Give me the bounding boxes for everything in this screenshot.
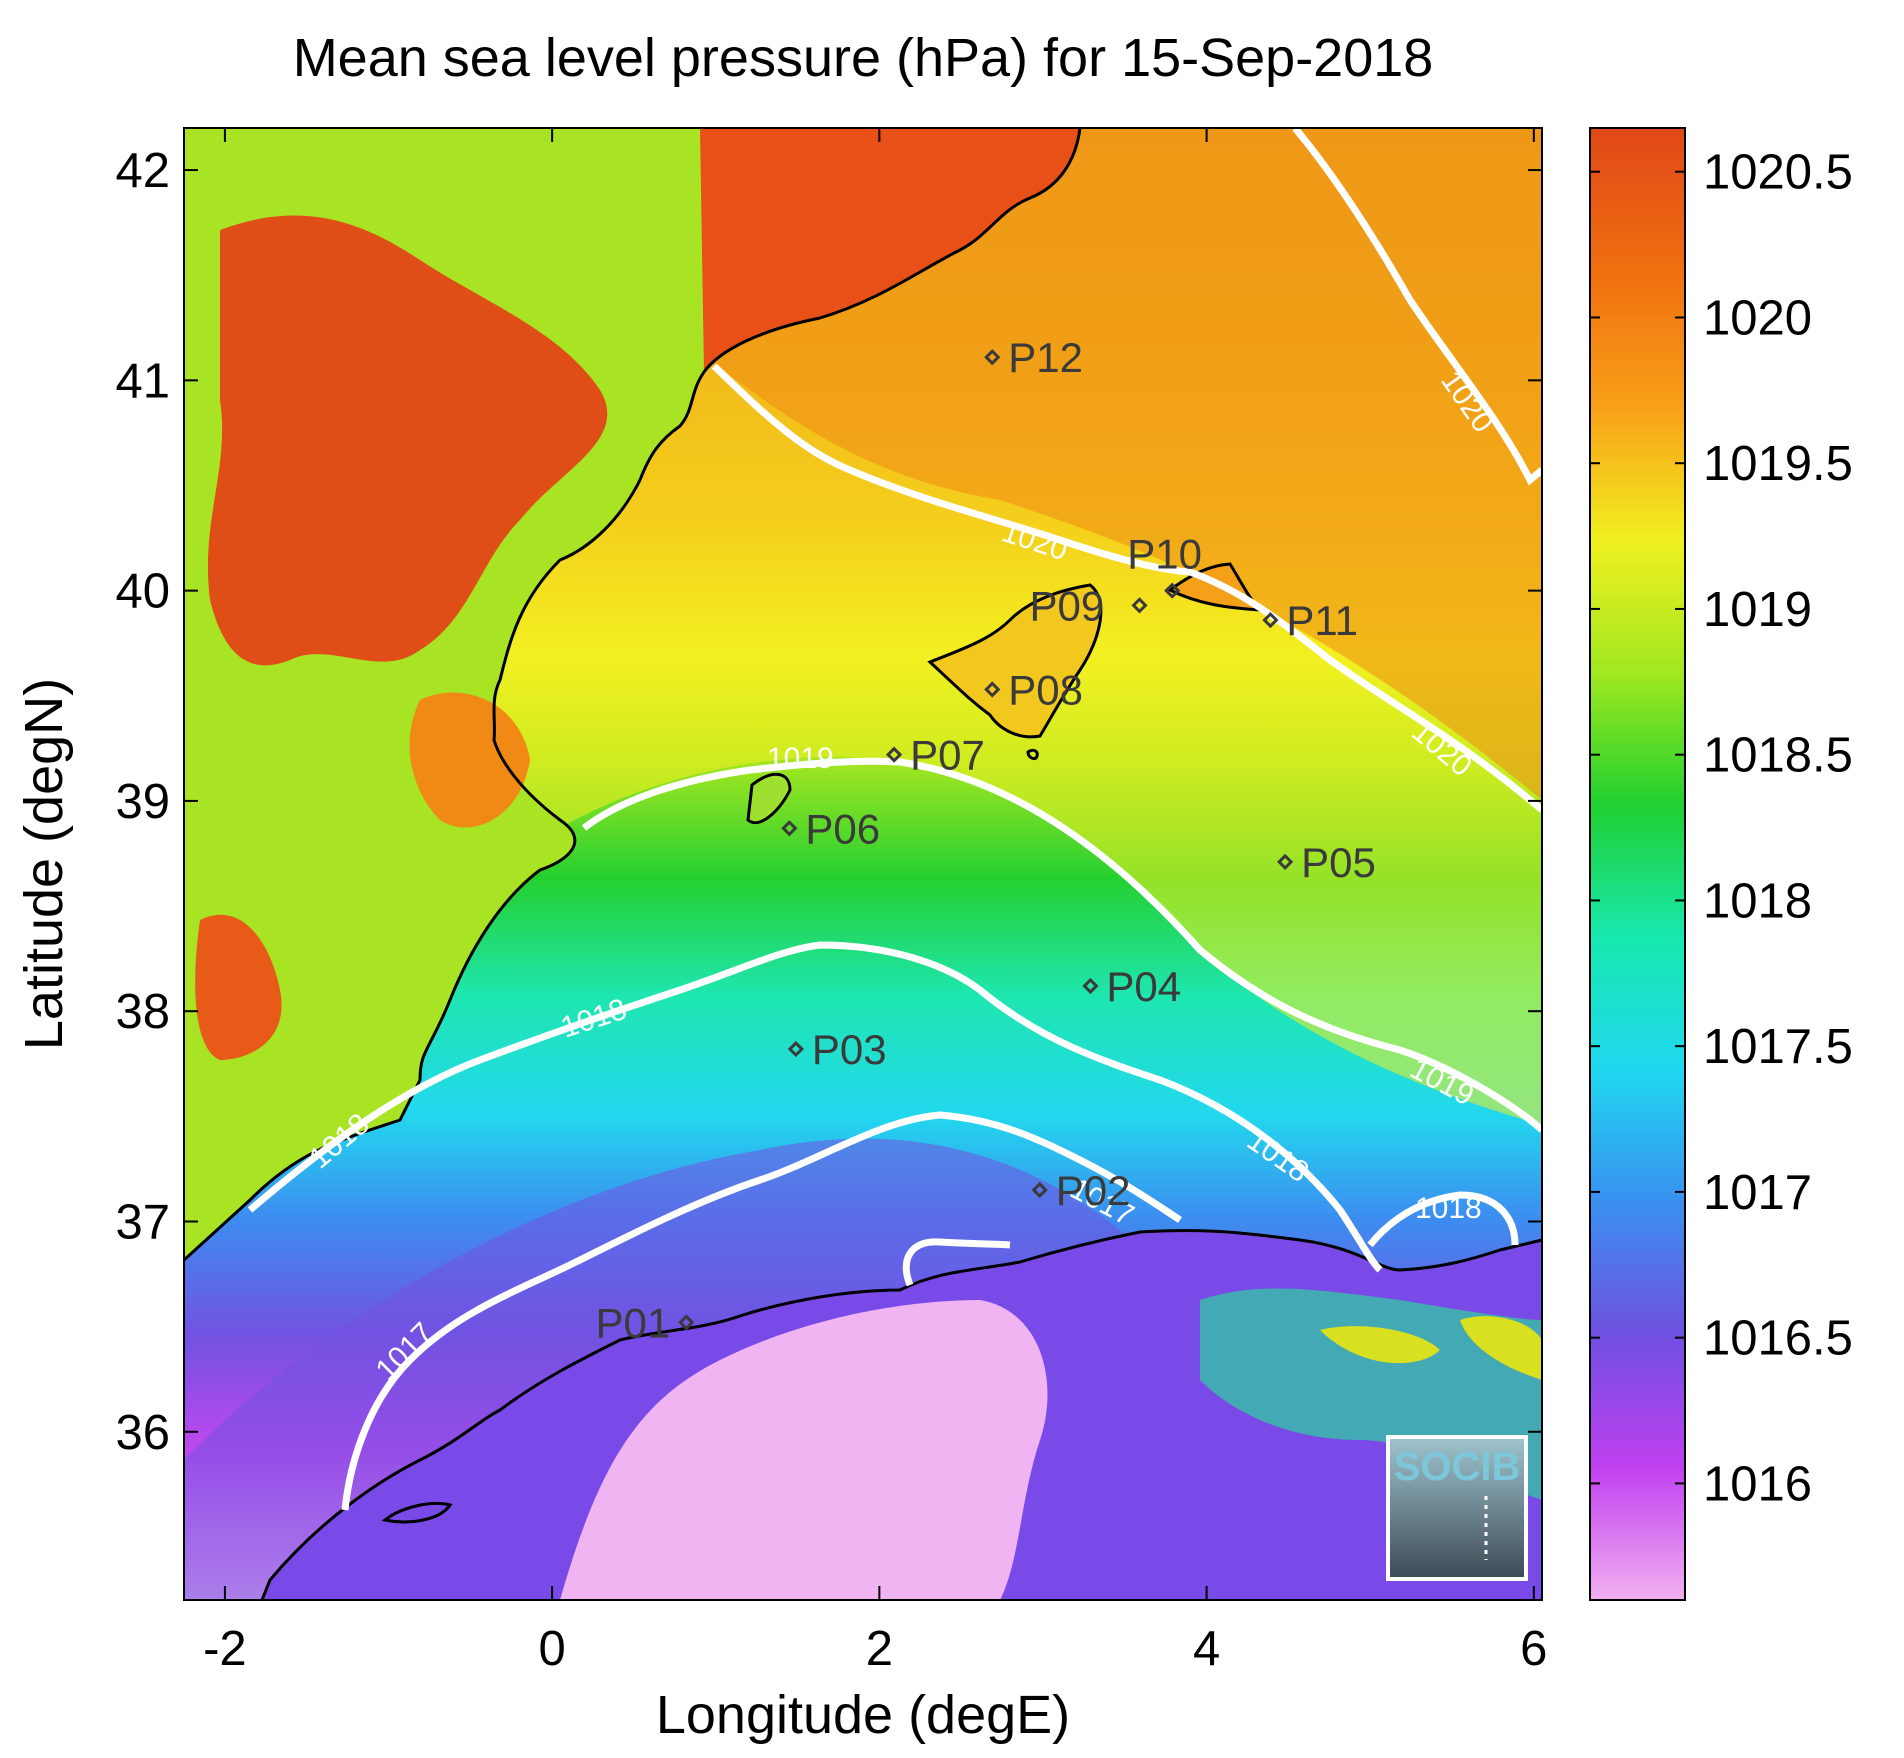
ibiza-island bbox=[748, 774, 790, 823]
y-tick-label: 41 bbox=[115, 354, 170, 408]
atlas-lowland bbox=[560, 1300, 1048, 1600]
atlas-yellow-spots bbox=[1320, 1316, 1542, 1380]
station-label-p09: P09 bbox=[1030, 582, 1105, 629]
station-label-p06: P06 bbox=[805, 805, 880, 852]
y-axis-label: Latitude (degN) bbox=[14, 678, 74, 1050]
y-tick-label: 37 bbox=[115, 1195, 170, 1249]
isobar-1018-main bbox=[247, 941, 1383, 1273]
plot-frame bbox=[183, 127, 1543, 1601]
isobar-1020-south bbox=[711, 363, 1542, 813]
x-tick-label: 0 bbox=[538, 1622, 565, 1676]
y-tick-label: 42 bbox=[115, 144, 170, 198]
isobar-1020-north bbox=[1292, 128, 1542, 486]
station-marker-p11 bbox=[1262, 611, 1279, 629]
station-label-p04: P04 bbox=[1106, 963, 1181, 1010]
isobar-1018-east bbox=[1367, 1191, 1519, 1248]
colorbar-tick-label: 1018.5 bbox=[1703, 729, 1853, 783]
socib-logo: SOCIB bbox=[1386, 1435, 1528, 1581]
cabrera-coastline bbox=[1026, 748, 1039, 760]
menorca-coastline bbox=[1167, 562, 1264, 612]
contour-label-1019-a: 1019 bbox=[767, 742, 834, 775]
iberia-highlands-2 bbox=[195, 914, 282, 1060]
station-marker-p09 bbox=[1131, 597, 1148, 614]
socib-logo-box bbox=[1386, 1435, 1528, 1581]
x-axis-label: Longitude (degE) bbox=[656, 1685, 1070, 1745]
stations-layer: P01 P02 P03 P04 P05 P06 P07 P08 P09 P10 P11 P12 bbox=[596, 334, 1376, 1346]
x-tick-label: -2 bbox=[203, 1622, 247, 1676]
station-marker-p03 bbox=[787, 1040, 805, 1058]
station-label-p02: P02 bbox=[1056, 1167, 1131, 1214]
station-label-p03: P03 bbox=[812, 1026, 887, 1073]
x-tick-label: 2 bbox=[866, 1622, 893, 1676]
ibiza-coastline bbox=[746, 772, 792, 825]
station-marker-p07 bbox=[885, 746, 903, 763]
x-axis-ticks: -2 0 2 4 6 bbox=[203, 128, 1547, 1676]
station-marker-p01 bbox=[678, 1314, 695, 1331]
pressure-field-highest bbox=[710, 128, 1542, 800]
station-marker-p04 bbox=[1082, 977, 1099, 995]
colorbar-tick-label: 1016 bbox=[1703, 1457, 1812, 1511]
colorbar-tick-label: 1019.5 bbox=[1703, 437, 1853, 491]
africa-coastline bbox=[260, 1228, 1542, 1600]
colorbar-tick-label: 1020 bbox=[1703, 291, 1812, 345]
colorbar-tick-label: 1019 bbox=[1703, 583, 1812, 637]
x-tick-label: 6 bbox=[1520, 1622, 1547, 1676]
isobar-1016-loop bbox=[902, 1238, 1011, 1287]
isobars bbox=[247, 128, 1542, 1511]
y-tick-label: 36 bbox=[115, 1406, 170, 1460]
mallorca-coastline bbox=[927, 583, 1103, 739]
socib-logo-text: SOCIB bbox=[1394, 1445, 1521, 1489]
station-label-p05: P05 bbox=[1301, 839, 1376, 886]
chart-title: Mean sea level pressure (hPa) for 15-Sep… bbox=[293, 28, 1434, 88]
colorbar-gradient bbox=[1589, 127, 1686, 1601]
isobar-1017 bbox=[341, 1111, 1182, 1511]
station-label-p12: P12 bbox=[1008, 334, 1083, 381]
contour-label-1018-d: 1018 bbox=[1415, 1192, 1482, 1225]
y-tick-label: 38 bbox=[115, 985, 170, 1039]
colorbar-tick-label: 1016.5 bbox=[1703, 1312, 1853, 1366]
station-label-p08: P08 bbox=[1008, 666, 1083, 713]
station-label-p10: P10 bbox=[1127, 531, 1202, 578]
station-marker-p02 bbox=[1031, 1181, 1048, 1199]
colorbar-ticks: 1016 1016.5 1017 1017.5 1018 1018.5 1019 1019.5… bbox=[1590, 146, 1853, 1511]
iberia-coastline bbox=[184, 128, 1082, 1262]
colorbar-tick-label: 1017.5 bbox=[1703, 1020, 1853, 1074]
station-marker-p05 bbox=[1277, 853, 1294, 871]
map-plot-area: 1020 1020 1020 1019 1019 1018 1018 1018 … bbox=[184, 128, 1542, 1600]
y-tick-label: 39 bbox=[115, 775, 170, 829]
station-label-p07: P07 bbox=[910, 732, 985, 779]
isobar-1019 bbox=[581, 757, 1542, 1133]
colorbar-tick-label: 1017 bbox=[1703, 1166, 1812, 1220]
alboran-island-coastline bbox=[381, 1501, 453, 1524]
station-marker-p12 bbox=[984, 349, 1001, 366]
y-axis-ticks: 36 37 38 39 40 41 42 bbox=[115, 144, 1542, 1460]
colorbar: 1016 1016.5 1017 1017.5 1018 1018.5 1019 1019.5… bbox=[1589, 127, 1853, 1601]
iberia-highlands bbox=[207, 215, 608, 666]
y-tick-label: 40 bbox=[115, 565, 170, 619]
coastlines bbox=[184, 128, 1542, 1600]
station-marker-p08 bbox=[984, 681, 1001, 698]
colorbar-tick-label: 1018 bbox=[1703, 874, 1812, 928]
x-tick-label: 4 bbox=[1193, 1622, 1220, 1676]
mallorca-island bbox=[930, 585, 1101, 737]
catalonia-high bbox=[700, 128, 1080, 372]
iberia-orange-patch bbox=[409, 692, 530, 828]
station-label-p11: P11 bbox=[1286, 597, 1358, 644]
station-marker-p06 bbox=[781, 820, 798, 837]
colorbar-tick-label: 1020.5 bbox=[1703, 146, 1853, 200]
station-label-p01: P01 bbox=[596, 1299, 671, 1346]
station-marker-p10 bbox=[1164, 582, 1181, 599]
